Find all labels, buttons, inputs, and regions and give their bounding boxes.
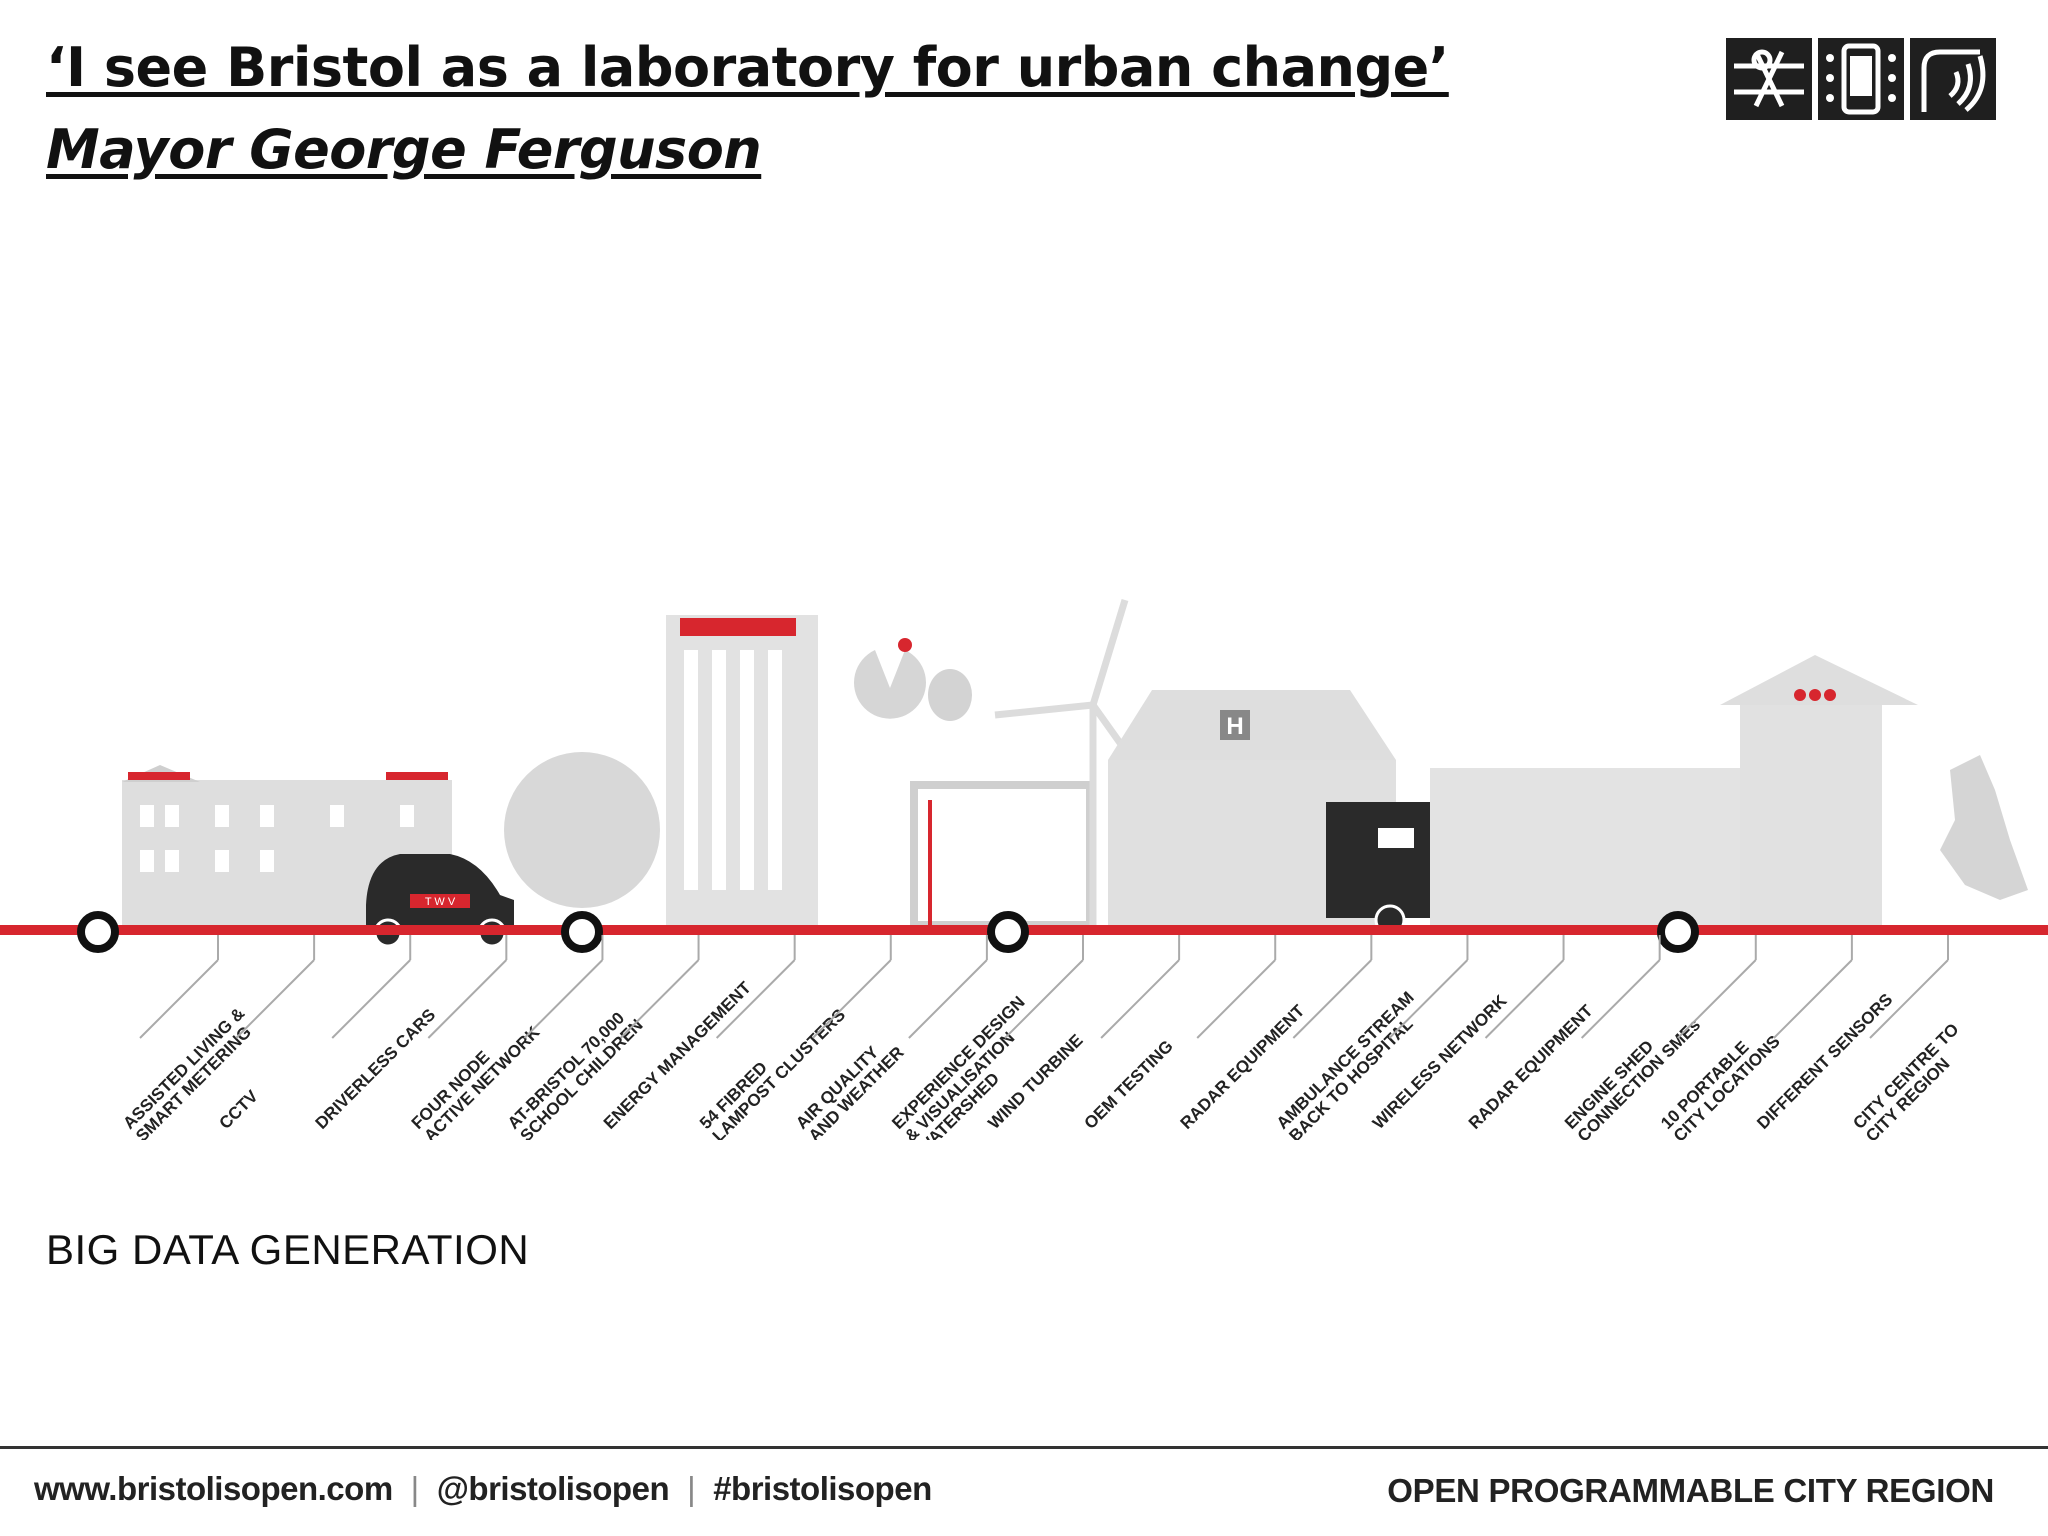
leader-line <box>139 959 219 1039</box>
leader-line <box>235 959 315 1039</box>
page-subtitle: Mayor George Ferguson <box>46 118 762 181</box>
leader-line <box>1580 959 1661 1039</box>
leader-line <box>1677 959 1757 1039</box>
phone-icon <box>1818 38 1904 120</box>
twitter-link[interactable]: @bristolisopen <box>436 1470 670 1507</box>
node-4 <box>1657 911 1699 953</box>
leader-line <box>1388 959 1469 1039</box>
signal-icon <box>1910 38 1996 120</box>
leader-line <box>523 959 604 1039</box>
network-label: CCTV <box>216 1086 263 1133</box>
footer-links: www.bristolisopen.com | @bristolisopen | #br… <box>34 1470 932 1508</box>
leader-line <box>1100 959 1180 1039</box>
footer-divider <box>0 1446 2048 1449</box>
network-nodes <box>77 911 1699 953</box>
node-3 <box>987 911 1029 953</box>
leader-line <box>908 959 988 1039</box>
at-bristol-sphere <box>504 752 660 908</box>
watershed-building <box>910 781 1094 929</box>
hashtag-link[interactable]: #bristolisopen <box>713 1470 932 1507</box>
hospital-sign: H <box>1226 713 1243 740</box>
network-label: OEM TESTING <box>1081 1037 1177 1133</box>
leader-line <box>1869 959 1949 1039</box>
driverless-car: T W V <box>366 854 514 948</box>
bristol-is-open-logo <box>1726 38 1996 120</box>
network-label: CITY CENTRE TOCITY REGION <box>1849 1020 1975 1140</box>
office-tower <box>666 615 818 930</box>
network-icon <box>1726 38 1812 120</box>
big-data-label: BIG DATA GENERATION <box>46 1226 530 1273</box>
leader-line <box>1292 959 1373 1039</box>
uk-map <box>1940 755 2028 900</box>
engine-shed <box>1430 655 1918 930</box>
footer-separator: | <box>687 1470 696 1507</box>
vehicle-badge: T W V <box>425 896 456 908</box>
balloons <box>853 638 972 721</box>
node-2 <box>561 911 603 953</box>
leader-line <box>1773 959 1853 1039</box>
node-1 <box>77 911 119 953</box>
leader-line <box>1004 959 1084 1039</box>
smart-city-illustration: T W V H <box>0 598 2048 1140</box>
leader-line <box>331 959 411 1039</box>
leader-line <box>619 959 700 1039</box>
website-link[interactable]: www.bristolisopen.com <box>34 1470 393 1507</box>
leader-line <box>715 959 796 1039</box>
page-title: ‘I see Bristol as a laboratory for urban… <box>46 36 1449 99</box>
leader-line <box>812 959 892 1039</box>
footer-separator: | <box>410 1470 420 1507</box>
leader-line <box>427 959 508 1039</box>
leader-line <box>1484 959 1565 1039</box>
footer-tagline: OPEN PROGRAMMABLE CITY REGION <box>1387 1472 1994 1509</box>
leader-line <box>1196 959 1276 1039</box>
